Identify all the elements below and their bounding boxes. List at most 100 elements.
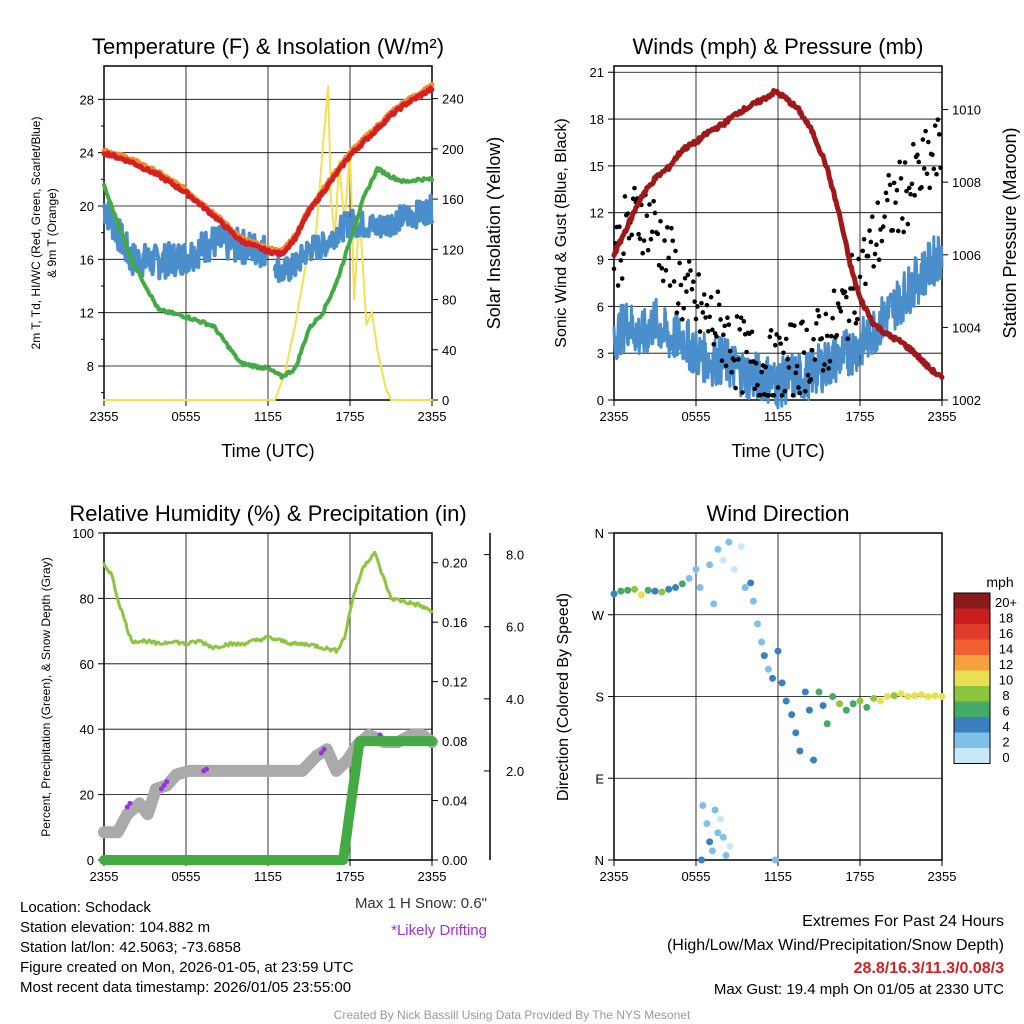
gust-point — [868, 239, 874, 245]
gust-point — [820, 368, 826, 373]
gust-point — [938, 165, 943, 171]
gust-point — [930, 152, 935, 158]
gust-point — [667, 283, 673, 288]
gust-point — [755, 382, 760, 388]
t2m-line — [101, 85, 435, 258]
station-info: Location: Schodack Station elevation: 10… — [20, 898, 354, 998]
direction-point — [870, 694, 878, 702]
gust-point — [649, 229, 655, 235]
gust-point — [919, 185, 924, 190]
gust-point — [886, 172, 891, 178]
direction-point — [815, 688, 823, 696]
gust-point — [636, 231, 641, 237]
gust-point — [805, 372, 811, 378]
direction-point — [796, 747, 804, 755]
y2-tick-label: 160 — [442, 192, 464, 207]
snow-tick-label: 6.0 — [506, 620, 524, 635]
colorbar-swatch — [954, 686, 990, 702]
y-tick-label: 100 — [72, 526, 94, 541]
direction-point — [726, 842, 734, 850]
gust-point — [652, 210, 658, 216]
direction-point — [730, 565, 738, 573]
y-tick-label: 12 — [590, 206, 604, 221]
gust-point — [852, 310, 857, 315]
direction-point — [856, 697, 864, 705]
gust-point — [926, 139, 931, 145]
created-text: Figure created on Mon, 2026-01-05, at 23… — [20, 959, 354, 976]
direction-point — [703, 820, 711, 828]
gust-point — [837, 305, 842, 310]
gust-point — [719, 358, 725, 364]
direction-point — [918, 691, 925, 699]
y2-tick-label: 0.16 — [442, 615, 467, 630]
gust-point — [905, 221, 911, 227]
direction-point — [725, 538, 733, 546]
direction-point — [792, 729, 800, 737]
gust-point — [716, 302, 722, 308]
direction-point — [719, 556, 727, 564]
gust-point — [647, 202, 652, 207]
x-tick-label: 1755 — [846, 409, 875, 424]
direction-point — [672, 584, 679, 591]
direction-point — [651, 587, 659, 595]
gust-point — [715, 289, 721, 295]
gust-point — [934, 171, 939, 177]
direction-point — [877, 697, 884, 705]
x-tick-label: 1755 — [336, 409, 365, 424]
gust-point — [626, 235, 632, 241]
gust-point — [890, 228, 896, 233]
y-tick-label: 20 — [80, 788, 94, 803]
gust-point — [813, 321, 819, 326]
gust-point — [782, 388, 788, 394]
gust-point — [790, 393, 796, 398]
gust-point — [883, 190, 889, 196]
gust-point — [811, 336, 816, 342]
latlon-text: Station lat/lon: 42.5063; -73.6858 — [20, 939, 242, 956]
gust-point — [853, 321, 859, 326]
direction-point — [829, 693, 837, 700]
location-text: Location: Schodack — [20, 899, 151, 916]
gust-point — [693, 316, 699, 322]
direction-point — [863, 703, 871, 711]
gust-point — [768, 328, 774, 333]
direction-point — [764, 665, 772, 673]
y-tick-label: 24 — [80, 146, 94, 161]
direction-point — [782, 697, 790, 705]
x-tick-label: 0555 — [682, 869, 711, 884]
gust-point — [656, 262, 662, 268]
gust-point — [924, 171, 930, 177]
gust-point — [860, 248, 866, 254]
gust-point — [710, 327, 715, 333]
direction-point — [706, 561, 714, 569]
gust-point — [689, 286, 695, 292]
y-tick-label: 15 — [590, 159, 604, 174]
drifting-point — [127, 800, 133, 806]
x-axis-label: Time (UTC) — [731, 441, 824, 461]
gust-point — [872, 251, 878, 257]
gust-point — [675, 301, 681, 306]
direction-point — [924, 693, 932, 700]
chart-title: Wind Direction — [706, 501, 849, 526]
gust-point — [722, 323, 727, 329]
colorbar-frame — [953, 592, 991, 764]
gust-point — [644, 213, 650, 219]
x-tick-label: 0555 — [172, 409, 201, 424]
gust-point — [842, 289, 848, 295]
x-tick-label: 1155 — [254, 409, 282, 424]
drifting-point — [164, 779, 170, 785]
direction-point — [747, 579, 755, 587]
gust-point — [870, 214, 875, 220]
y-tick-label: N — [595, 526, 604, 541]
direction-point — [737, 543, 745, 551]
drifting-point — [318, 750, 324, 756]
gust-point — [800, 319, 805, 325]
gust-point — [741, 319, 747, 324]
x-tick-label: 1755 — [336, 869, 365, 884]
gust-point — [660, 278, 666, 284]
colorbar-swatch — [954, 701, 990, 717]
x-tick-label: 1155 — [254, 869, 282, 884]
direction-point — [769, 674, 777, 682]
direction-point — [624, 586, 632, 594]
direction-point — [722, 851, 730, 859]
gust-point — [736, 357, 741, 362]
